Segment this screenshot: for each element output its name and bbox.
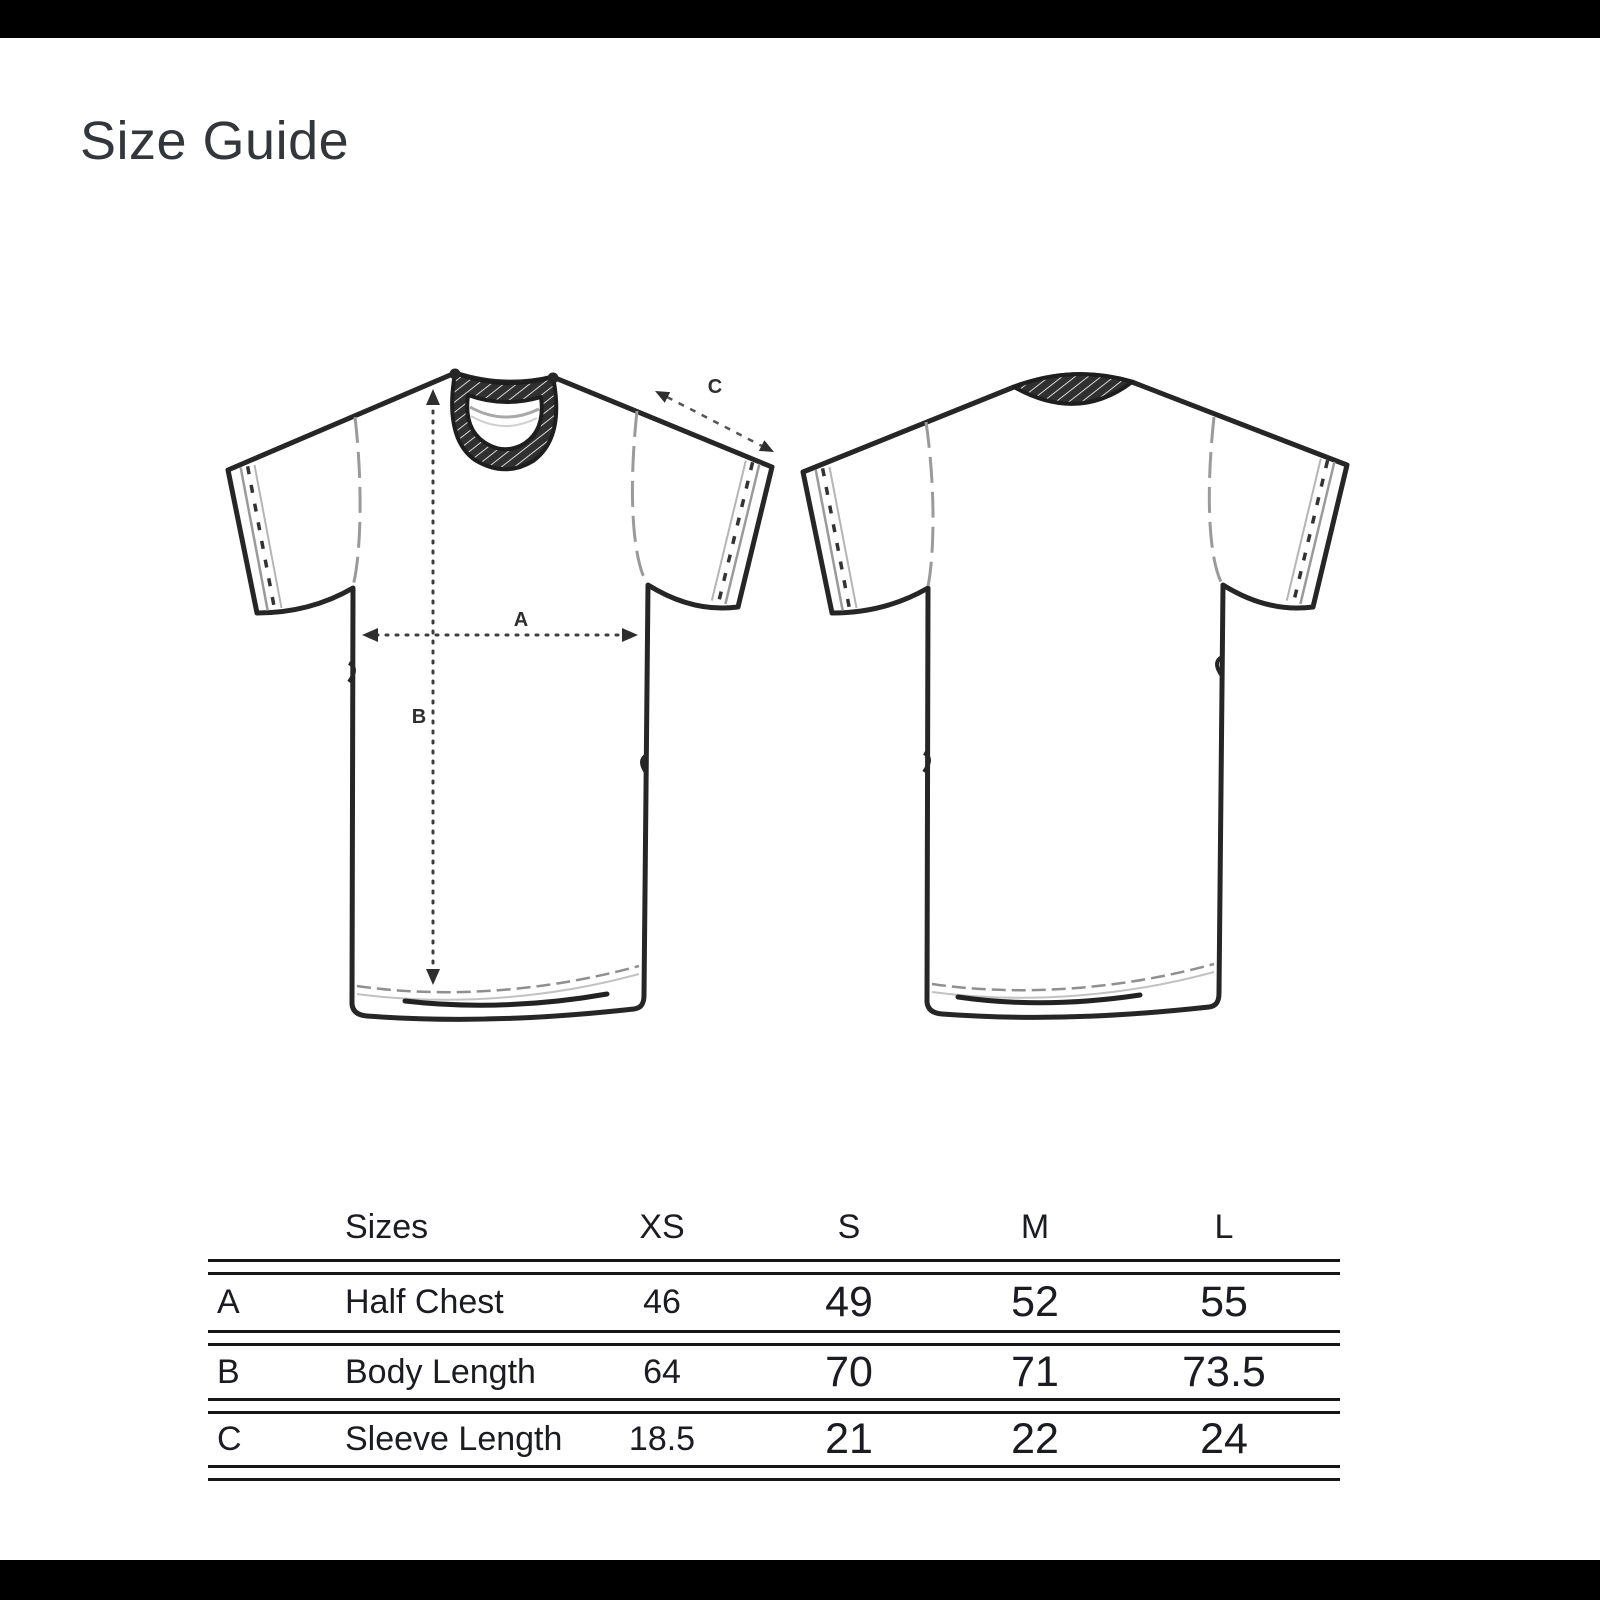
- row-measurement: Body Length: [345, 1352, 536, 1391]
- header-sizes: Sizes: [345, 1208, 429, 1246]
- back-collar: [1012, 372, 1134, 406]
- dimension-label-c: C: [708, 376, 722, 398]
- dimension-line-A: A: [362, 609, 638, 642]
- row-letter: B: [217, 1352, 240, 1391]
- value-s: 49: [825, 1278, 873, 1326]
- value-xs: 64: [643, 1352, 681, 1391]
- value-l: 73.5: [1182, 1347, 1266, 1396]
- header-size-m: M: [1020, 1208, 1050, 1246]
- letterbox-top: [0, 0, 1600, 38]
- value-m: 22: [1011, 1415, 1059, 1463]
- front-cuff-right: [710, 460, 761, 605]
- value-xs: 46: [643, 1283, 681, 1321]
- front-armhole-seam-right: [630, 410, 649, 585]
- row-letter: A: [217, 1283, 240, 1321]
- dimension-line-C: C: [655, 376, 774, 452]
- tshirt-front-diagram: B A C: [225, 368, 775, 1022]
- table-row-sleeve-length: C Sleeve Length 18.5 21 22 24: [208, 1414, 1340, 1465]
- dimension-line-B: B: [412, 389, 440, 985]
- header-size-xs: XS: [639, 1208, 685, 1246]
- row-measurement: Sleeve Length: [345, 1420, 563, 1458]
- front-armhole-seam-left: [351, 416, 362, 587]
- dimension-label-a: A: [514, 609, 528, 631]
- back-cuff-left: [814, 466, 858, 611]
- value-s: 21: [825, 1415, 873, 1463]
- back-hem-stitching: [931, 962, 1215, 1006]
- front-cuff-left: [239, 464, 283, 611]
- front-hem-stitching: [356, 964, 640, 1008]
- back-armhole-seam-left: [924, 421, 935, 587]
- front-side-notch-left: [347, 661, 356, 684]
- value-l: 24: [1200, 1415, 1248, 1463]
- table-row-body-length: B Body Length 64 70 71 73.5: [208, 1346, 1340, 1398]
- value-xs: 18.5: [628, 1420, 696, 1458]
- tshirt-back-diagram: [800, 372, 1350, 1020]
- back-body-outline: [800, 372, 1350, 1020]
- front-collar: [449, 368, 559, 472]
- letterbox-bottom: [0, 1560, 1600, 1600]
- header-size-s: S: [837, 1208, 861, 1246]
- table-row-half-chest: A Half Chest 46 49 52 55: [208, 1275, 1340, 1330]
- back-side-notch-left: [922, 751, 931, 774]
- row-measurement: Half Chest: [345, 1283, 504, 1321]
- back-cuff-right: [1285, 458, 1336, 605]
- back-side-notch-right: [1215, 655, 1224, 678]
- back-armhole-seam-right: [1207, 416, 1224, 585]
- value-m: 52: [1011, 1278, 1059, 1326]
- page-title: Size Guide: [80, 111, 350, 171]
- size-table: Sizes XS S M L A Half Chest 46 49 52 55 …: [208, 1204, 1340, 1481]
- value-l: 55: [1200, 1278, 1248, 1326]
- dimension-label-b: B: [412, 706, 426, 728]
- value-s: 70: [825, 1347, 873, 1396]
- row-letter: C: [217, 1420, 242, 1458]
- value-m: 71: [1011, 1347, 1059, 1396]
- table-rule: [208, 1398, 1340, 1414]
- header-size-l: L: [1214, 1208, 1234, 1246]
- front-side-notch-right: [640, 753, 649, 776]
- table-rule-bottom: [208, 1465, 1340, 1481]
- table-rule: [208, 1259, 1340, 1275]
- header-letter-spacer: [208, 1247, 338, 1259]
- size-table-header-row: Sizes XS S M L: [208, 1204, 1340, 1259]
- table-rule: [208, 1330, 1340, 1346]
